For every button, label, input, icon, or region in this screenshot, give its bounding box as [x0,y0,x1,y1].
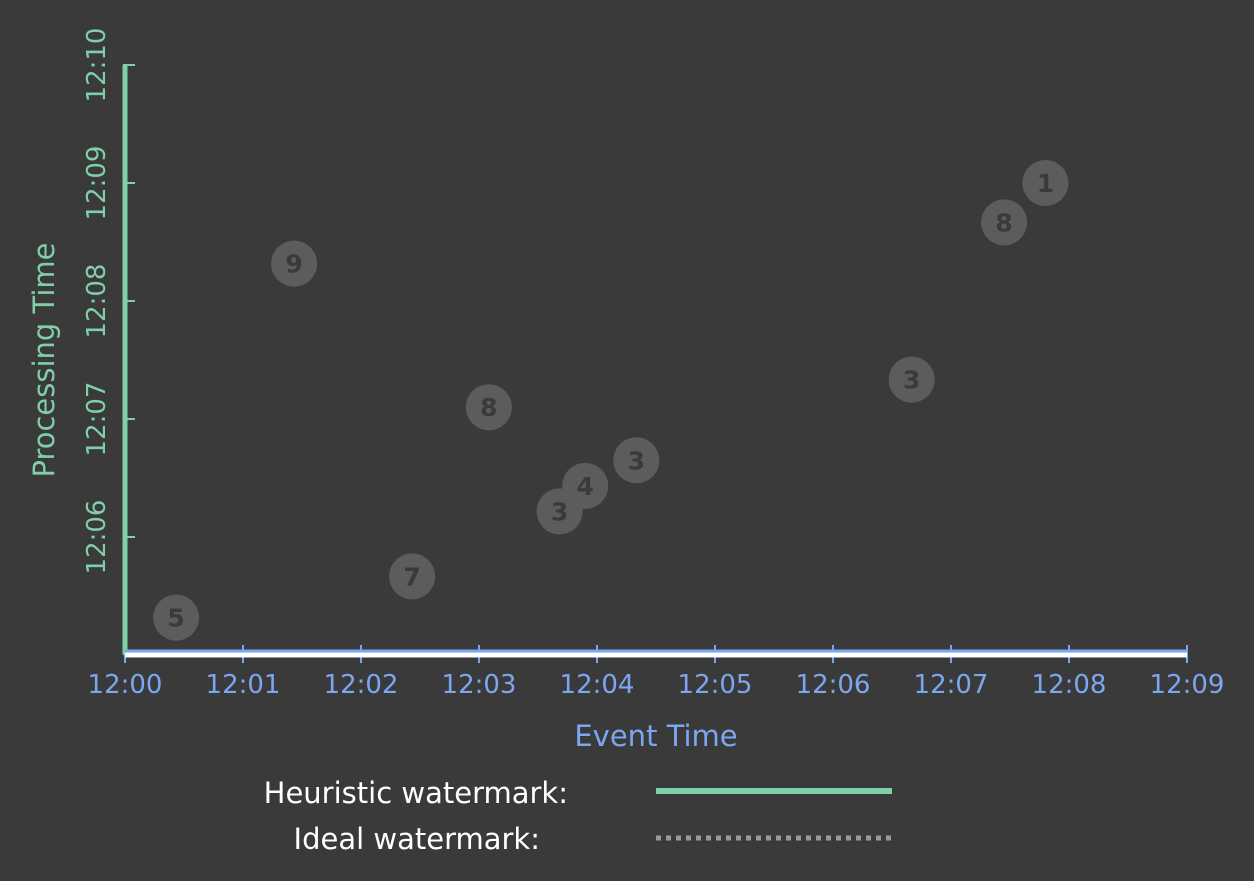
data-point-label-6: 3 [628,446,645,475]
x-tick-label-2: 12:02 [324,670,399,700]
data-point-label-9: 1 [1037,169,1054,198]
y-tick-label-0: 12:06 [82,500,112,575]
data-point-7: 3 [888,356,935,403]
axes [122,65,1187,658]
x-tick-label-0: 12:00 [88,670,163,700]
data-point-label-2: 7 [403,562,420,591]
y-tick-label-4: 12:10 [82,28,112,103]
data-point-marker-2 [389,553,436,600]
legend: Heuristic watermark: Ideal watermark: [264,776,892,856]
data-point-1: 9 [271,240,318,287]
x-tick-label-6: 12:06 [796,670,871,700]
data-point-6: 3 [613,437,660,484]
x-tick-label-5: 12:05 [678,670,753,700]
data-point-label-8: 8 [995,208,1012,237]
data-point-label-0: 5 [167,604,184,633]
data-point-5: 4 [562,462,609,509]
data-point-marker-0 [153,594,200,641]
data-point-marker-3 [465,384,512,431]
x-axis-title: Event Time [574,719,737,753]
y-tick-label-3: 12:09 [82,146,112,221]
data-point-9: 1 [1022,160,1069,206]
x-tick-label-7: 12:07 [914,670,989,700]
data-point-0: 5 [153,594,200,641]
data-point-label-3: 8 [480,393,497,422]
data-point-4: 3 [536,488,583,535]
data-point-marker-1 [271,240,318,287]
data-point-2: 7 [389,553,436,600]
x-tick-label-8: 12:08 [1032,670,1107,700]
x-tick-label-1: 12:01 [206,670,281,700]
data-point-marker-7 [888,356,935,403]
data-point-marker-6 [613,437,660,484]
data-point-label-1: 9 [285,250,302,279]
data-point-3: 8 [465,384,512,431]
data-point-marker-8 [981,199,1028,246]
x-axis-ticks: 12:00 12:01 12:02 12:03 12:04 12:05 12:06 12:07… [88,645,1225,700]
data-point-marker-5 [562,462,609,509]
legend-label-heuristic: Heuristic watermark: [264,776,568,810]
x-tick-label-9: 12:09 [1150,670,1225,700]
y-axis-title: Processing Time [27,242,61,477]
y-tick-label-2: 12:08 [82,264,112,339]
y-tick-label-1: 12:07 [82,382,112,457]
data-point-label-5: 4 [576,472,593,501]
y-axis-ticks: 12:06 12:07 12:08 12:09 12:10 [82,28,135,575]
x-tick-label-4: 12:04 [560,670,635,700]
data-point-marker-9 [1022,160,1069,206]
data-point-8: 8 [981,199,1028,246]
x-tick-label-3: 12:03 [442,670,517,700]
legend-label-ideal: Ideal watermark: [294,822,540,856]
data-point-label-4: 3 [551,497,568,526]
data-point-label-7: 3 [903,366,920,395]
